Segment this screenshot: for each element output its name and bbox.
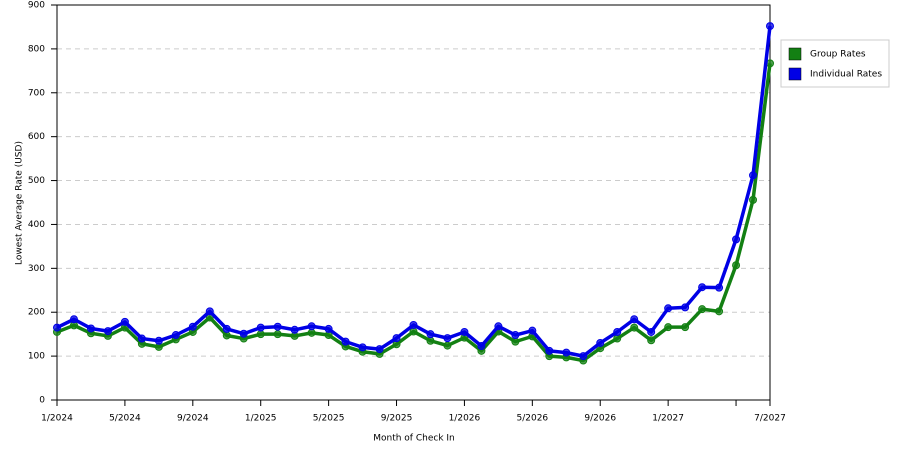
- data-point: [579, 352, 588, 361]
- y-tick-label: 400: [28, 220, 45, 230]
- data-point: [273, 330, 282, 339]
- data-point: [664, 304, 673, 313]
- y-tick-label: 0: [39, 396, 45, 406]
- data-point: [715, 283, 724, 292]
- x-tick-label: 1/2025: [245, 414, 277, 424]
- data-point: [188, 322, 197, 331]
- y-axis-label: Lowest Average Rate (USD): [15, 141, 25, 265]
- data-point: [630, 323, 639, 332]
- legend-swatch: [788, 47, 802, 61]
- data-point: [392, 334, 401, 343]
- data-point: [69, 315, 78, 324]
- x-axis-label: Month of Check In: [373, 434, 455, 444]
- data-point: [732, 261, 741, 270]
- data-point: [239, 329, 248, 338]
- data-point: [103, 327, 112, 336]
- data-point: [222, 324, 231, 333]
- data-point: [732, 235, 741, 244]
- data-point: [307, 322, 316, 331]
- data-point: [715, 307, 724, 316]
- data-point: [749, 195, 758, 204]
- legend-swatch: [788, 67, 802, 81]
- data-point: [137, 334, 146, 343]
- data-point: [460, 327, 469, 336]
- data-point: [222, 331, 231, 340]
- data-point: [766, 22, 774, 31]
- data-point: [562, 348, 571, 357]
- data-point: [409, 327, 418, 336]
- x-tick-label: 1/2026: [449, 414, 481, 424]
- x-tick-label: 5/2026: [516, 414, 548, 424]
- data-point: [630, 315, 639, 324]
- data-point: [647, 336, 656, 345]
- x-tick-label: 9/2025: [381, 414, 413, 424]
- data-point: [698, 305, 707, 314]
- legend-label: Individual Rates: [810, 70, 882, 80]
- x-tick-label: 9/2024: [177, 414, 209, 424]
- data-point: [171, 331, 180, 340]
- data-point: [120, 317, 129, 326]
- data-point: [647, 327, 656, 336]
- data-point: [307, 328, 316, 337]
- data-point: [426, 330, 435, 339]
- data-point: [443, 341, 452, 350]
- x-tick-label: 7/2027: [754, 414, 786, 424]
- x-tick-label: 9/2026: [584, 414, 616, 424]
- y-tick-label: 100: [28, 352, 45, 362]
- data-point: [511, 331, 520, 340]
- data-point: [256, 330, 265, 339]
- data-point: [86, 324, 95, 333]
- data-point: [698, 283, 707, 292]
- data-point: [545, 346, 554, 355]
- x-tick-label: 1/2024: [41, 414, 73, 424]
- series-line: [56, 25, 772, 358]
- data-point: [443, 334, 452, 343]
- x-tick-label: 1/2027: [652, 414, 684, 424]
- data-point: [375, 345, 384, 354]
- data-point: [613, 334, 622, 343]
- data-point: [664, 323, 673, 332]
- data-point: [511, 337, 520, 346]
- data-point: [477, 342, 486, 351]
- data-point: [528, 326, 537, 335]
- data-point: [681, 323, 690, 332]
- data-point: [205, 307, 214, 316]
- data-point: [154, 336, 163, 345]
- y-tick-label: 800: [28, 44, 45, 54]
- data-point: [273, 322, 282, 331]
- data-point: [613, 327, 622, 336]
- data-point: [596, 338, 605, 347]
- data-point: [290, 325, 299, 334]
- y-tick-label: 500: [28, 176, 45, 186]
- data-point: [494, 322, 503, 331]
- y-tick-label: 900: [28, 1, 45, 11]
- data-point: [341, 337, 350, 346]
- data-point: [53, 323, 61, 332]
- y-tick-label: 300: [28, 264, 45, 274]
- legend-label: Group Rates: [810, 50, 866, 60]
- x-tick-label: 5/2024: [109, 414, 141, 424]
- data-point: [358, 343, 367, 352]
- data-point: [324, 324, 333, 333]
- data-point: [256, 323, 265, 332]
- y-tick-label: 200: [28, 308, 45, 318]
- data-point: [409, 320, 418, 329]
- y-tick-label: 700: [28, 88, 45, 98]
- data-point: [749, 171, 758, 180]
- y-tick-label: 600: [28, 132, 45, 142]
- data-point: [426, 336, 435, 345]
- data-point: [681, 303, 690, 312]
- x-tick-label: 5/2025: [313, 414, 345, 424]
- plot-frame: [56, 4, 771, 401]
